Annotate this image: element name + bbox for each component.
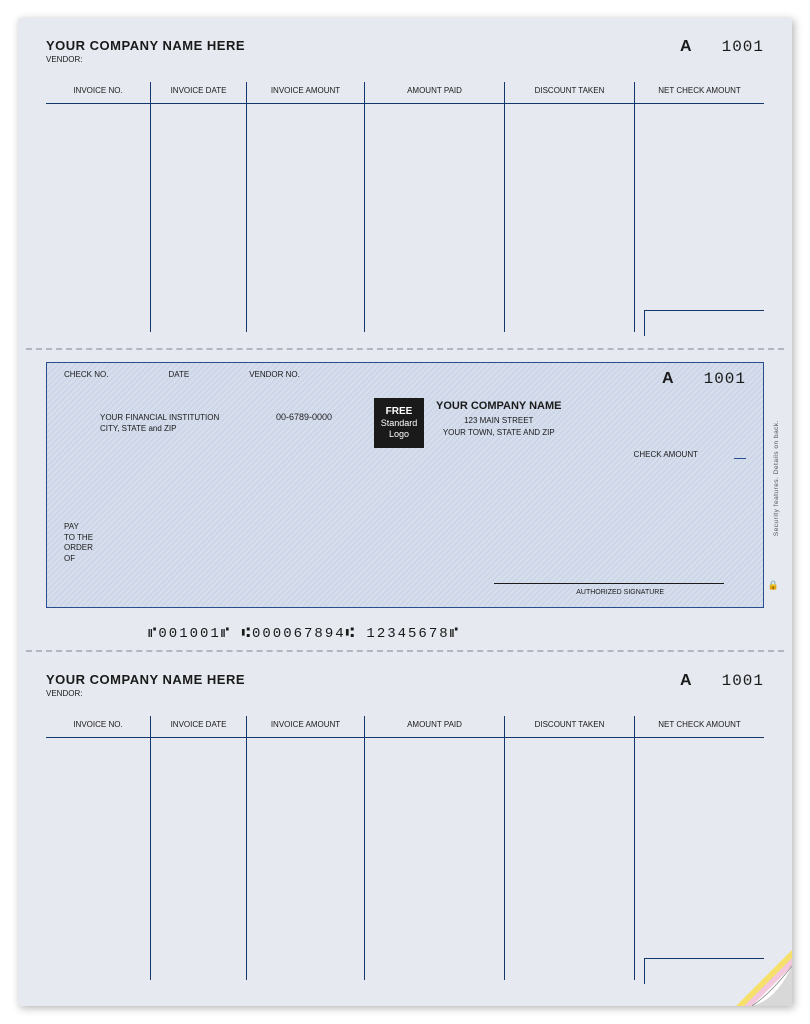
stub-table: INVOICE NO. INVOICE DATE INVOICE AMOUNT …	[46, 716, 764, 980]
col-invoice-date: INVOICE DATE	[150, 716, 246, 737]
pay-to-order: PAY TO THE ORDER OF	[64, 522, 93, 564]
col-invoice-no: INVOICE NO.	[46, 82, 150, 103]
logo-line2: Standard	[374, 418, 424, 429]
col-invoice-no: INVOICE NO.	[46, 716, 150, 737]
fin-line2: CITY, STATE and ZIP	[100, 423, 219, 434]
stub-table: INVOICE NO. INVOICE DATE INVOICE AMOUNT …	[46, 82, 764, 332]
label-check-no: CHECK NO.	[64, 370, 108, 379]
col-discount-taken: DISCOUNT TAKEN	[504, 82, 634, 103]
stub-table-body	[46, 738, 764, 980]
vendor-no-value: 00-6789-0000	[276, 412, 332, 422]
body-col	[504, 104, 634, 332]
security-text: Security features. Details on back.	[773, 420, 780, 536]
label-date: DATE	[168, 370, 189, 379]
pay-l3: ORDER	[64, 543, 93, 553]
pay-l2: TO THE	[64, 533, 93, 543]
net-amount-box	[644, 310, 764, 336]
stub-table-body	[46, 104, 764, 332]
body-col	[246, 104, 364, 332]
stub-table-head: INVOICE NO. INVOICE DATE INVOICE AMOUNT …	[46, 82, 764, 104]
body-col	[504, 738, 634, 980]
addr-city: YOUR TOWN, STATE AND ZIP	[436, 427, 562, 439]
micr-line: ⑈001001⑈ ⑆000067894⑆ 12345678⑈	[148, 626, 460, 642]
series-letter: A	[662, 370, 674, 388]
check-number-block: A 1001	[680, 38, 764, 56]
vendor-label: VENDOR:	[46, 689, 245, 698]
body-col	[364, 104, 504, 332]
label-vendor-no: VENDOR NO.	[249, 370, 300, 379]
col-amount-paid: AMOUNT PAID	[364, 82, 504, 103]
check-number: 1001	[722, 672, 764, 690]
check-inner: CHECK NO. DATE VENDOR NO. A 1001 YOUR FI…	[46, 362, 764, 608]
check-number-block: A 1001	[662, 370, 746, 388]
lock-icon: 🔒	[768, 580, 779, 591]
check-number: 1001	[704, 370, 746, 388]
addr-street: 123 MAIN STREET	[436, 415, 562, 427]
vendor-label: VENDOR:	[46, 55, 245, 64]
stub-header: YOUR COMPANY NAME HERE VENDOR: A 1001	[46, 672, 764, 698]
fin-line1: YOUR FINANCIAL INSTITUTION	[100, 412, 219, 423]
logo-line1: FREE	[374, 406, 424, 418]
pay-l1: PAY	[64, 522, 93, 532]
series-letter: A	[680, 672, 692, 690]
pay-l4: OF	[64, 554, 93, 564]
body-col	[46, 104, 150, 332]
col-invoice-date: INVOICE DATE	[150, 82, 246, 103]
check-sheet: YOUR COMPANY NAME HERE VENDOR: A 1001 IN…	[18, 18, 792, 1006]
logo-line3: Logo	[374, 429, 424, 440]
stub-header: YOUR COMPANY NAME HERE VENDOR: A 1001	[46, 38, 764, 64]
company-block: YOUR COMPANY NAME HERE VENDOR:	[46, 38, 245, 64]
check-top-labels: CHECK NO. DATE VENDOR NO.	[64, 370, 746, 379]
company-block: YOUR COMPANY NAME HERE VENDOR:	[46, 672, 245, 698]
col-invoice-amount: INVOICE AMOUNT	[246, 716, 364, 737]
series-letter: A	[680, 38, 692, 56]
stub-table-head: INVOICE NO. INVOICE DATE INVOICE AMOUNT …	[46, 716, 764, 738]
financial-institution: YOUR FINANCIAL INSTITUTION CITY, STATE a…	[100, 412, 219, 434]
signature-line	[494, 583, 724, 584]
company-name: YOUR COMPANY NAME HERE	[46, 38, 245, 53]
col-net-check-amount: NET CHECK AMOUNT	[634, 82, 764, 103]
top-stub: YOUR COMPANY NAME HERE VENDOR: A 1001 IN…	[18, 18, 792, 348]
signature-label: AUTHORIZED SIGNATURE	[576, 589, 664, 596]
body-col	[364, 738, 504, 980]
check-amount-label: CHECK AMOUNT	[634, 450, 698, 459]
body-col	[634, 104, 764, 332]
address-block: YOUR COMPANY NAME 123 MAIN STREET YOUR T…	[436, 398, 562, 439]
col-invoice-amount: INVOICE AMOUNT	[246, 82, 364, 103]
check-number-block: A 1001	[680, 672, 764, 690]
body-col	[246, 738, 364, 980]
logo-box: FREE Standard Logo	[374, 398, 424, 448]
col-discount-taken: DISCOUNT TAKEN	[504, 716, 634, 737]
body-col	[150, 738, 246, 980]
page-curl-icon	[736, 950, 792, 1006]
col-net-check-amount: NET CHECK AMOUNT	[634, 716, 764, 737]
col-amount-paid: AMOUNT PAID	[364, 716, 504, 737]
company-name: YOUR COMPANY NAME HERE	[46, 672, 245, 687]
bottom-stub: YOUR COMPANY NAME HERE VENDOR: A 1001 IN…	[18, 652, 792, 996]
check-panel: CHECK NO. DATE VENDOR NO. A 1001 YOUR FI…	[18, 350, 792, 650]
body-col	[634, 738, 764, 980]
body-col	[46, 738, 150, 980]
amount-notch	[734, 458, 746, 459]
check-number: 1001	[722, 38, 764, 56]
body-col	[150, 104, 246, 332]
addr-company: YOUR COMPANY NAME	[436, 398, 562, 415]
